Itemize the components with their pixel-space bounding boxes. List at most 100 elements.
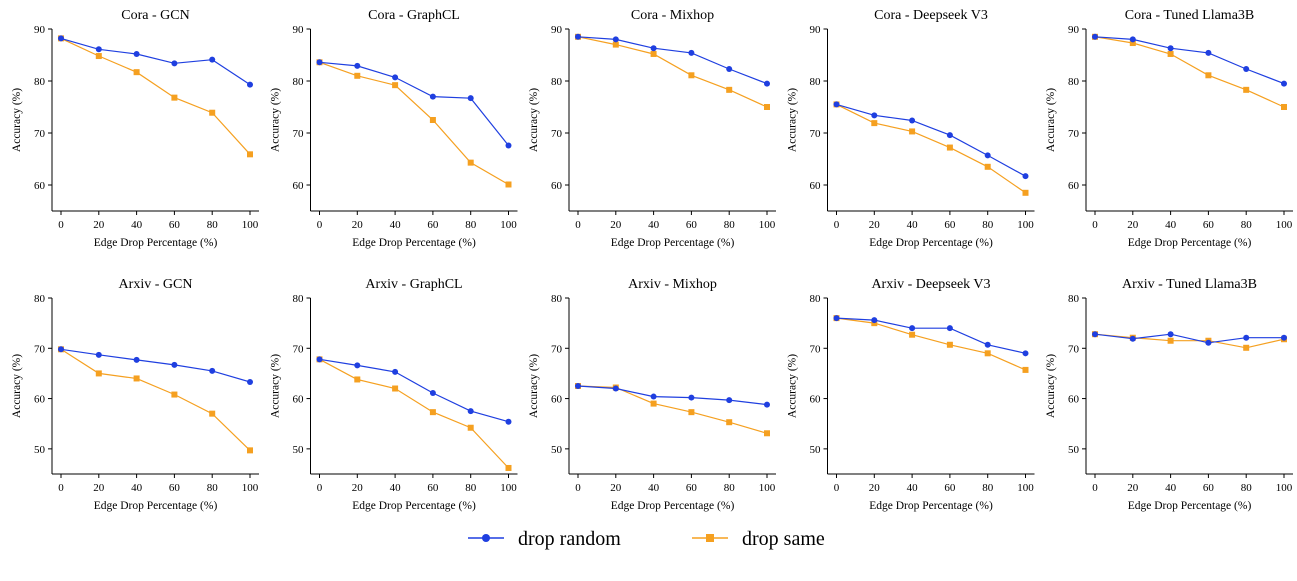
y-tick-label: 70 [34, 343, 46, 355]
y-tick-label: 60 [293, 180, 305, 192]
x-tick-label: 60 [686, 219, 698, 231]
y-tick-label: 70 [1068, 343, 1080, 355]
legend: drop random drop same [468, 528, 825, 550]
data-point [984, 350, 991, 357]
data-point [909, 325, 916, 332]
x-axis-label: Edge Drop Percentage (%) [869, 237, 993, 249]
data-point [1092, 33, 1098, 40]
data-point [650, 45, 657, 52]
series-line [319, 61, 509, 146]
data-point [505, 464, 512, 471]
data-point [764, 80, 770, 87]
data-point [946, 325, 953, 332]
x-tick-label: 100 [1017, 482, 1034, 494]
data-point [1129, 335, 1136, 342]
data-point [1129, 36, 1136, 43]
data-point [946, 341, 953, 348]
y-axis-label: Accuracy (%) [11, 354, 23, 418]
data-point [354, 362, 361, 369]
data-point [354, 72, 361, 79]
data-point [95, 370, 102, 377]
x-tick-label: 80 [982, 219, 994, 231]
data-point [467, 159, 474, 166]
data-point [58, 35, 64, 42]
data-point [1281, 104, 1287, 110]
data-point [984, 163, 991, 170]
data-point [95, 53, 102, 60]
x-tick-label: 80 [1241, 219, 1253, 231]
x-tick-label: 0 [834, 482, 840, 494]
data-point [133, 375, 140, 382]
series-line [1094, 36, 1285, 108]
subplot-title: Arxiv - Deepseek V3 [871, 277, 990, 292]
x-tick-label: 20 [352, 219, 364, 231]
x-tick-label: 40 [648, 482, 660, 494]
legend-entry: drop random [468, 528, 621, 550]
data-point [1243, 86, 1250, 93]
y-tick-label: 60 [34, 180, 46, 192]
x-tick-label: 100 [1017, 219, 1034, 231]
y-tick-label: 50 [1068, 444, 1080, 456]
y-tick-label: 60 [34, 394, 46, 406]
data-point [133, 50, 140, 57]
x-tick-label: 0 [575, 482, 581, 494]
data-point [764, 401, 770, 408]
x-tick-label: 0 [834, 219, 840, 231]
x-axis-label: Edge Drop Percentage (%) [94, 500, 218, 512]
y-tick-label: 80 [810, 293, 822, 305]
series-drop-random [316, 356, 512, 425]
data-point [1205, 339, 1212, 346]
y-tick-label: 70 [551, 343, 563, 355]
subplot-1: Cora - GCN 60 70 80 90 0 20 40 60 80 100 Edge Drop … [11, 8, 259, 249]
data-point [764, 430, 770, 437]
x-axis-label: Edge Drop Percentage (%) [611, 500, 735, 512]
x-tick-label: 20 [1127, 482, 1139, 494]
y-tick-label: 60 [551, 180, 563, 192]
y-tick-label: 70 [34, 128, 46, 140]
data-point [467, 424, 474, 431]
x-tick-label: 80 [207, 219, 219, 231]
data-point [467, 408, 474, 415]
x-tick-label: 60 [1203, 482, 1215, 494]
subplot-8: Arxiv - Mixhop 50 60 70 80 0 20 40 60 80 100 Edge D… [528, 277, 776, 512]
data-point [688, 72, 695, 79]
subplot-7: Arxiv - GraphCL 50 60 70 80 0 20 40 60 80 100 Edge … [270, 277, 518, 512]
x-tick-label: 40 [907, 219, 919, 231]
y-tick-label: 70 [810, 343, 822, 355]
data-point [392, 385, 399, 392]
y-axis-label: Accuracy (%) [1045, 88, 1057, 152]
x-tick-label: 40 [131, 219, 143, 231]
y-tick-label: 80 [1068, 293, 1080, 305]
data-point [316, 356, 323, 363]
x-tick-label: 40 [390, 219, 402, 231]
x-tick-label: 20 [93, 482, 105, 494]
subplot-title: Arxiv - GCN [119, 277, 193, 292]
subplot-9: Arxiv - Deepseek V3 50 60 70 80 0 20 40 60 80 100 E… [787, 277, 1035, 512]
data-point [688, 49, 695, 56]
subplot-title: Cora - GraphCL [368, 8, 460, 23]
x-tick-label: 80 [724, 482, 736, 494]
series-line [60, 348, 251, 451]
x-tick-label: 100 [1276, 482, 1293, 494]
data-point [612, 385, 619, 392]
data-point [909, 331, 916, 338]
x-tick-label: 20 [869, 219, 881, 231]
y-tick-label: 60 [810, 180, 822, 192]
series-drop-random [58, 346, 253, 385]
subplot-title: Cora - Deepseek V3 [874, 8, 988, 23]
x-tick-label: 40 [131, 482, 143, 494]
y-tick-label: 60 [293, 394, 305, 406]
legend-marker [706, 534, 714, 542]
y-tick-label: 70 [551, 128, 563, 140]
subplot-title: Cora - Tuned Llama3B [1125, 8, 1255, 23]
series-line [577, 385, 768, 406]
x-tick-label: 0 [1092, 482, 1098, 494]
data-point [95, 351, 102, 358]
data-point [1167, 50, 1174, 57]
legend-marker [482, 534, 490, 542]
data-point [909, 117, 916, 124]
data-point [909, 128, 916, 135]
data-point [429, 390, 436, 397]
data-point [171, 60, 178, 67]
